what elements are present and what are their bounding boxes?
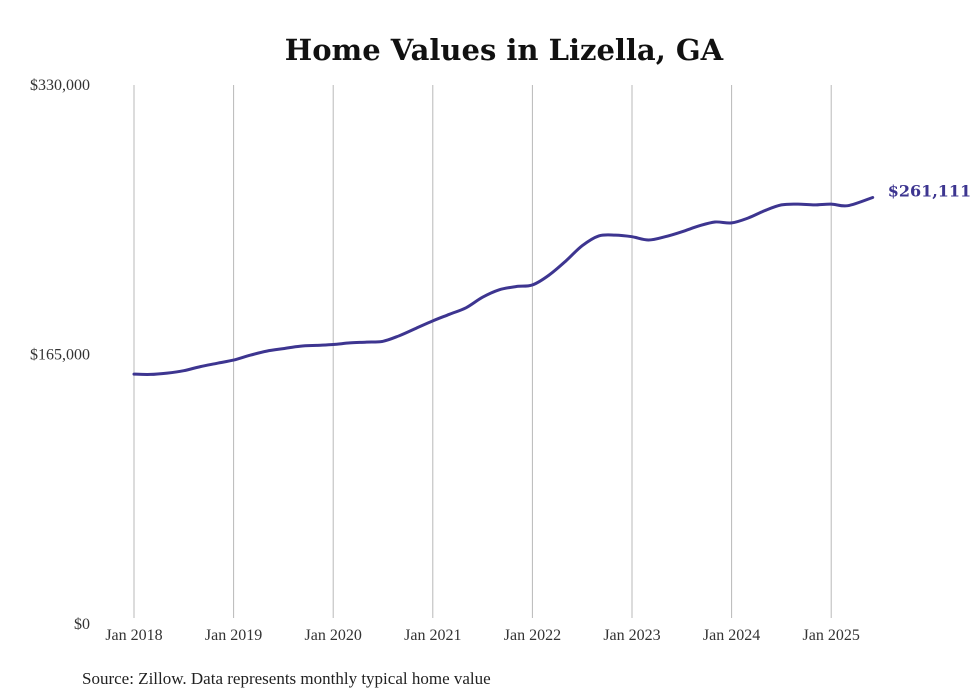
- x-tick-label: Jan 2025: [803, 627, 860, 644]
- source-note: Source: Zillow. Data represents monthly …: [82, 669, 491, 688]
- y-axis-ticks: $0 $165,000 $330,000: [30, 77, 90, 633]
- x-axis-ticks: Jan 2018 Jan 2019 Jan 2020 Jan 2021 Jan 2022…: [105, 627, 860, 644]
- y-tick-label: $330,000: [30, 77, 90, 94]
- gridlines: [133, 85, 832, 618]
- x-tick-label: Jan 2018: [105, 627, 162, 644]
- x-tick-label: Jan 2022: [504, 627, 561, 644]
- x-tick-label: Jan 2020: [305, 627, 362, 644]
- x-tick-label: Jan 2024: [703, 627, 760, 644]
- y-tick-label: $0: [74, 616, 90, 633]
- y-tick-label: $165,000: [30, 347, 90, 364]
- x-tick-label: Jan 2023: [603, 627, 660, 644]
- series-line: [132, 196, 875, 376]
- x-tick-label: Jan 2019: [205, 627, 262, 644]
- chart-title: Home Values in Lizella, GA: [285, 33, 724, 67]
- x-tick-label: Jan 2021: [404, 627, 461, 644]
- series-layer: $261,111: [132, 182, 972, 376]
- end-value-label: $261,111: [888, 182, 972, 201]
